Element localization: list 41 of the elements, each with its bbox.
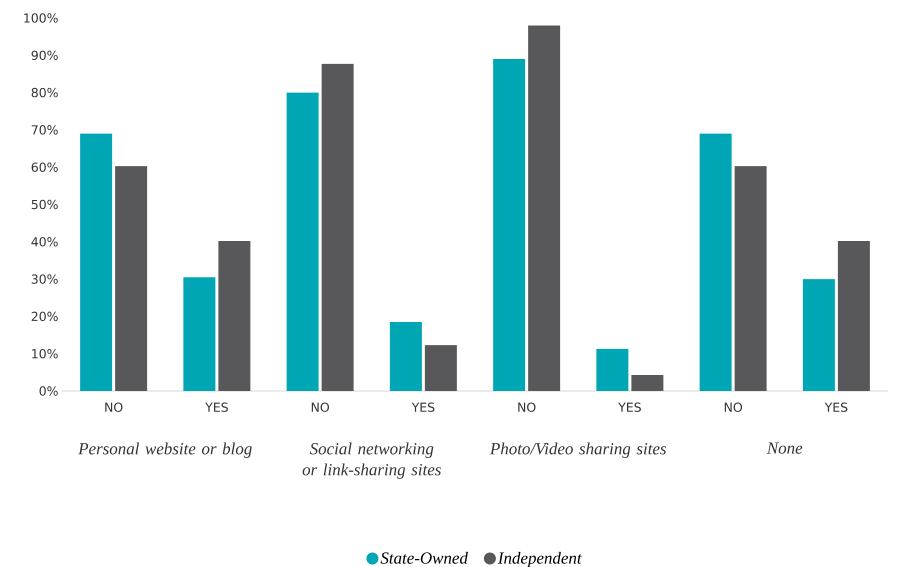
bar — [493, 59, 526, 391]
x-tick-label: NO — [724, 402, 742, 412]
bar — [631, 374, 664, 391]
legend-label: Independent — [498, 552, 582, 567]
bar — [183, 277, 216, 391]
text: Personal website or blog — [78, 442, 252, 458]
y-tick-label: 90% — [32, 50, 58, 60]
x-tick-label: YES — [618, 402, 641, 412]
text: Social networking or link-sharing sites — [302, 442, 441, 479]
y-tick-label: 80% — [32, 88, 58, 98]
text: Photo/Video sharing sites — [490, 442, 666, 458]
bar — [424, 345, 457, 391]
bar — [115, 166, 148, 391]
y-tick-label: 100% — [24, 13, 58, 23]
bar — [596, 348, 628, 391]
y-tick-label: 20% — [32, 312, 58, 322]
x-tick-label: NO — [312, 402, 329, 412]
y-tick-label: 50% — [32, 200, 58, 210]
bar — [322, 64, 354, 391]
text: None — [766, 442, 802, 454]
bar — [528, 25, 560, 391]
y-tick-label: 0% — [40, 386, 58, 396]
x-tick-label: NO — [518, 402, 536, 412]
bar — [700, 134, 732, 391]
x-tick-label: YES — [205, 402, 228, 412]
bar — [80, 134, 112, 391]
bar — [218, 241, 250, 391]
bar — [838, 241, 870, 391]
x-tick-label: YES — [412, 402, 434, 412]
x-tick-label: NO — [105, 402, 122, 412]
bar — [802, 279, 835, 391]
y-tick-label: 30% — [32, 274, 58, 284]
bar — [734, 166, 767, 391]
y-tick-label: 60% — [32, 162, 58, 172]
bar — [390, 322, 422, 391]
legend-label: State-Owned — [380, 552, 468, 564]
y-tick-label: 40% — [31, 237, 58, 247]
y-tick-label: 10% — [32, 348, 58, 358]
x-tick-label: YES — [824, 402, 848, 412]
y-tick-label: 70% — [32, 125, 58, 135]
bar — [286, 92, 319, 391]
